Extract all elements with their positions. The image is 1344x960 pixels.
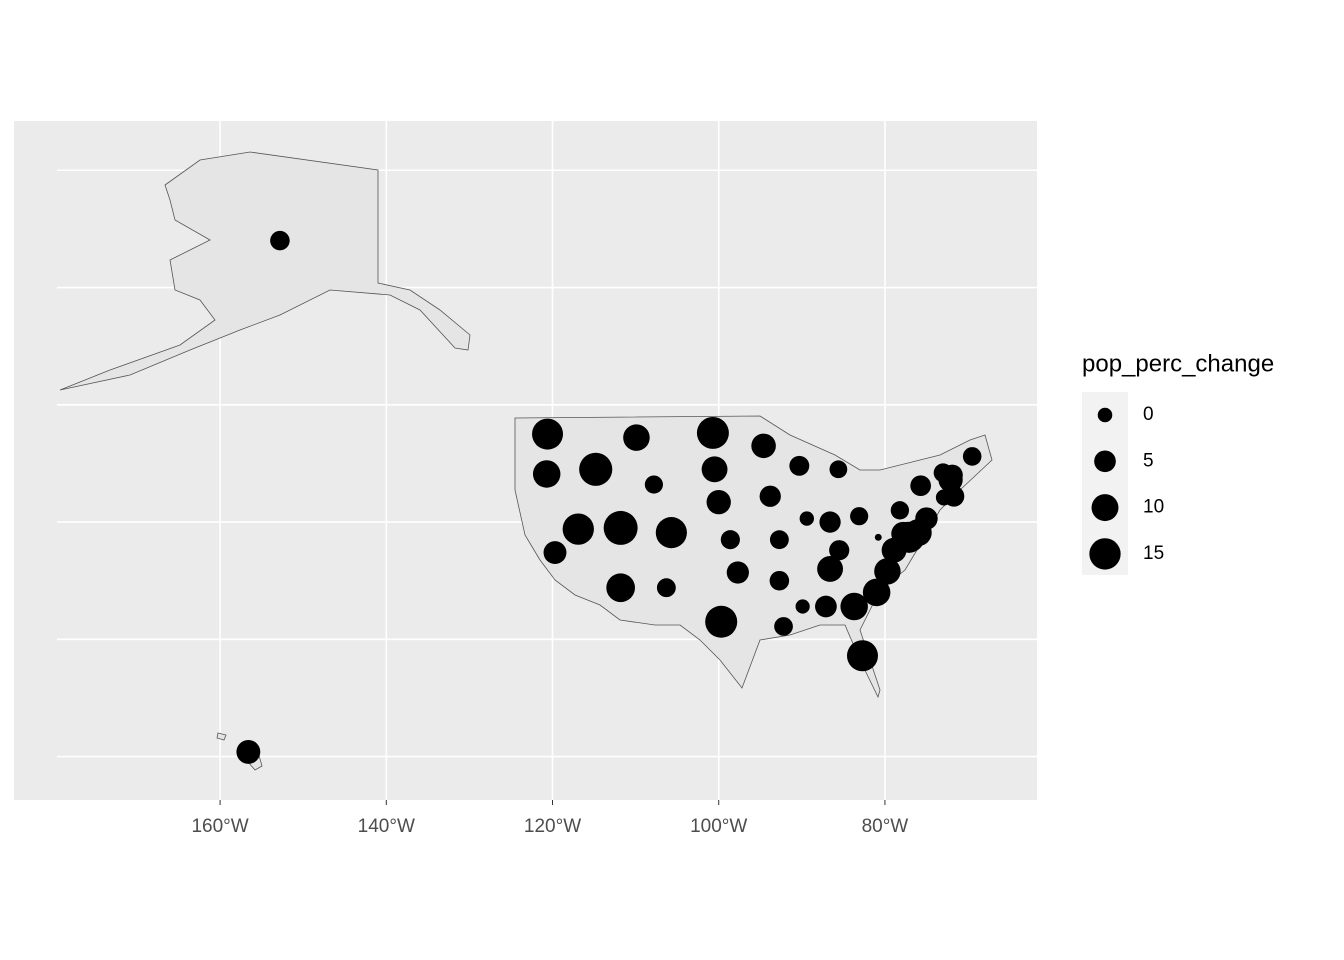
point <box>795 599 810 614</box>
point <box>874 558 901 585</box>
x-tick-label: 160°W <box>191 816 248 837</box>
point <box>236 739 261 764</box>
point <box>759 485 781 507</box>
point <box>270 230 290 251</box>
legend-title: pop_perc_change <box>1082 350 1274 377</box>
land <box>59 151 993 771</box>
legend-label: 15 <box>1143 543 1164 564</box>
point <box>644 475 663 494</box>
point <box>915 507 938 530</box>
point <box>829 540 850 561</box>
legend-label: 0 <box>1143 404 1154 425</box>
point <box>815 595 837 618</box>
point <box>655 517 687 549</box>
point <box>603 510 638 545</box>
legend-key <box>1097 407 1113 423</box>
point <box>799 511 814 526</box>
point <box>774 617 793 636</box>
legend-label: 10 <box>1143 497 1164 518</box>
point <box>562 513 594 545</box>
x-tick-label: 140°W <box>358 816 415 837</box>
legend-key <box>1091 494 1119 522</box>
x-tick-label: 120°W <box>524 816 581 837</box>
point <box>532 418 564 450</box>
point <box>789 455 810 476</box>
point <box>706 489 731 515</box>
legend-key <box>1089 538 1121 570</box>
point <box>769 530 789 550</box>
point <box>817 556 844 582</box>
point <box>543 541 567 565</box>
point <box>701 456 728 483</box>
point <box>962 447 982 466</box>
point <box>840 592 868 621</box>
point <box>829 460 848 479</box>
point <box>720 530 740 550</box>
x-tick-label: 80°W <box>862 816 909 837</box>
point <box>874 533 882 541</box>
point <box>623 424 650 451</box>
point <box>819 511 841 533</box>
contiguous-us-outline <box>514 415 993 699</box>
point <box>606 573 635 603</box>
point <box>696 416 729 449</box>
point <box>862 578 891 607</box>
legend-label: 5 <box>1143 450 1154 471</box>
point <box>941 464 963 486</box>
point <box>846 640 878 672</box>
alaska-outline <box>59 151 471 391</box>
point <box>910 475 931 497</box>
point <box>850 507 869 526</box>
point <box>890 501 910 520</box>
legend-key <box>1094 450 1116 473</box>
point <box>579 452 613 486</box>
point <box>705 605 738 638</box>
point <box>656 578 676 598</box>
point <box>769 570 790 591</box>
x-tick-label: 100°W <box>690 816 747 837</box>
point <box>726 561 749 584</box>
point <box>532 460 561 488</box>
point <box>751 433 776 459</box>
points <box>236 230 982 764</box>
